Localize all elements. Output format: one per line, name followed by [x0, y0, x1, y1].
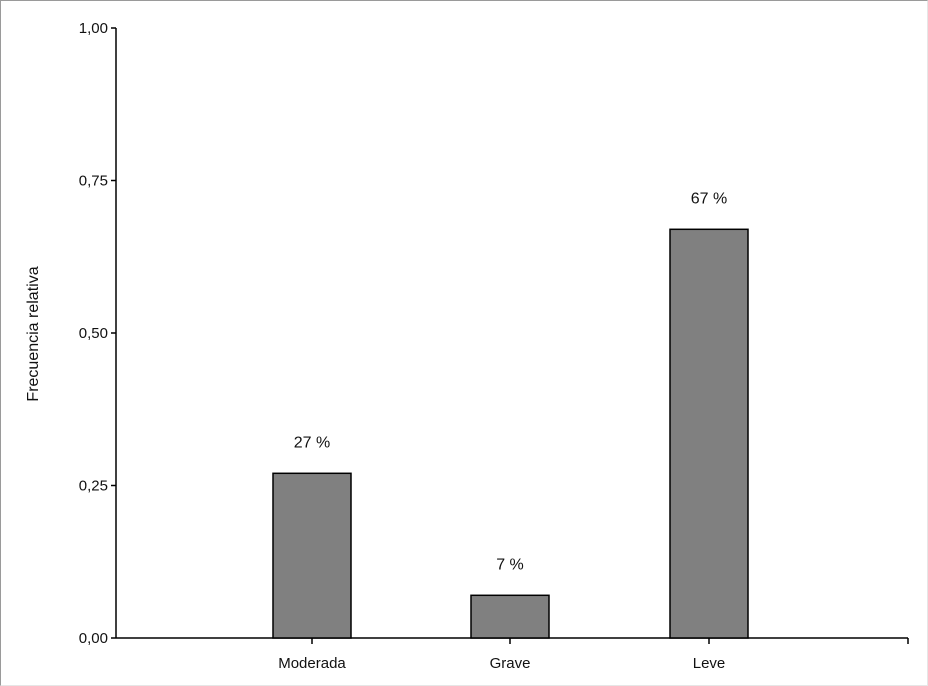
bar-grave [470, 594, 550, 639]
bar-moderada [272, 472, 352, 639]
bar-leve [669, 228, 749, 639]
y-tick-label: 0,50 [79, 325, 108, 342]
y-tick-label: 0,00 [79, 630, 108, 647]
bars [272, 228, 749, 639]
x-axis: Moderada Grave Leve [116, 637, 909, 672]
data-label: 7 % [496, 556, 524, 573]
x-tick-label: Moderada [278, 655, 346, 672]
y-tick-label: 0,75 [79, 173, 108, 190]
x-tick-label: Grave [490, 655, 531, 672]
y-axis-title: Frecuencia relativa [25, 266, 42, 401]
data-labels: 27 % 7 % 67 % [294, 190, 727, 573]
y-tick-label: 0,25 [79, 478, 108, 495]
y-tick-label: 1,00 [79, 20, 108, 37]
x-tick-label: Leve [693, 655, 726, 672]
data-label: 67 % [691, 190, 727, 207]
y-axis: 0,00 0,25 0,50 0,75 1,00 [79, 20, 117, 647]
data-label: 27 % [294, 434, 330, 451]
